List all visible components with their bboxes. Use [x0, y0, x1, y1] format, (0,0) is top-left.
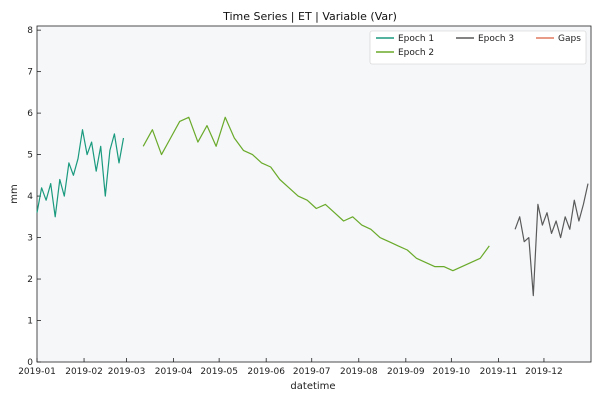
y-tick-label: 2 — [27, 275, 33, 285]
y-axis-label: mm — [9, 184, 20, 203]
x-tick-label: 2019-06 — [247, 367, 285, 377]
x-tick-label: 2019-03 — [108, 367, 146, 377]
y-tick-label: 5 — [27, 151, 33, 161]
x-axis: 2019-01 2019-02 2019-03 2019-04 2019-05 2019-… — [18, 358, 563, 377]
y-axis: 0 1 2 3 4 5 6 7 8 — [27, 26, 41, 368]
series-line-1 — [36, 129, 125, 218]
y-tick-label: 3 — [27, 234, 33, 244]
legend: Epoch 1 Epoch 3 Gaps Epoch 2 — [369, 30, 587, 65]
y-tick-label: 1 — [27, 317, 33, 327]
x-axis-label: datetime — [290, 381, 335, 392]
series-line-3 — [514, 183, 589, 297]
x-tick-label: 2019-08 — [340, 367, 378, 377]
legend-label: Epoch 1 — [398, 34, 434, 44]
y-tick-label: 8 — [27, 26, 33, 36]
x-tick-label: 2019-05 — [200, 367, 238, 377]
legend-box — [369, 30, 587, 65]
y-tick-label: 6 — [27, 109, 33, 119]
x-tick-label: 2019-02 — [65, 367, 103, 377]
y-tick-label: 0 — [27, 358, 33, 368]
series-layer — [36, 116, 589, 297]
legend-label: Gaps — [558, 34, 581, 44]
x-tick-label: 2019-01 — [18, 367, 56, 377]
x-tick-label: 2019-12 — [525, 367, 563, 377]
chart-title: Time Series | ET | Variable (Var) — [222, 10, 397, 23]
y-tick-label: 4 — [27, 192, 33, 202]
x-tick-label: 2019-11 — [480, 367, 518, 377]
y-tick-label: 7 — [27, 68, 33, 78]
x-tick-label: 2019-09 — [387, 367, 425, 377]
legend-label: Epoch 2 — [398, 48, 434, 58]
x-tick-label: 2019-10 — [433, 367, 471, 377]
x-tick-label: 2019-07 — [293, 367, 331, 377]
x-tick-label: 2019-04 — [155, 367, 193, 377]
series-line-2 — [142, 116, 490, 272]
legend-label: Epoch 3 — [478, 34, 514, 44]
plot-area — [36, 25, 592, 363]
